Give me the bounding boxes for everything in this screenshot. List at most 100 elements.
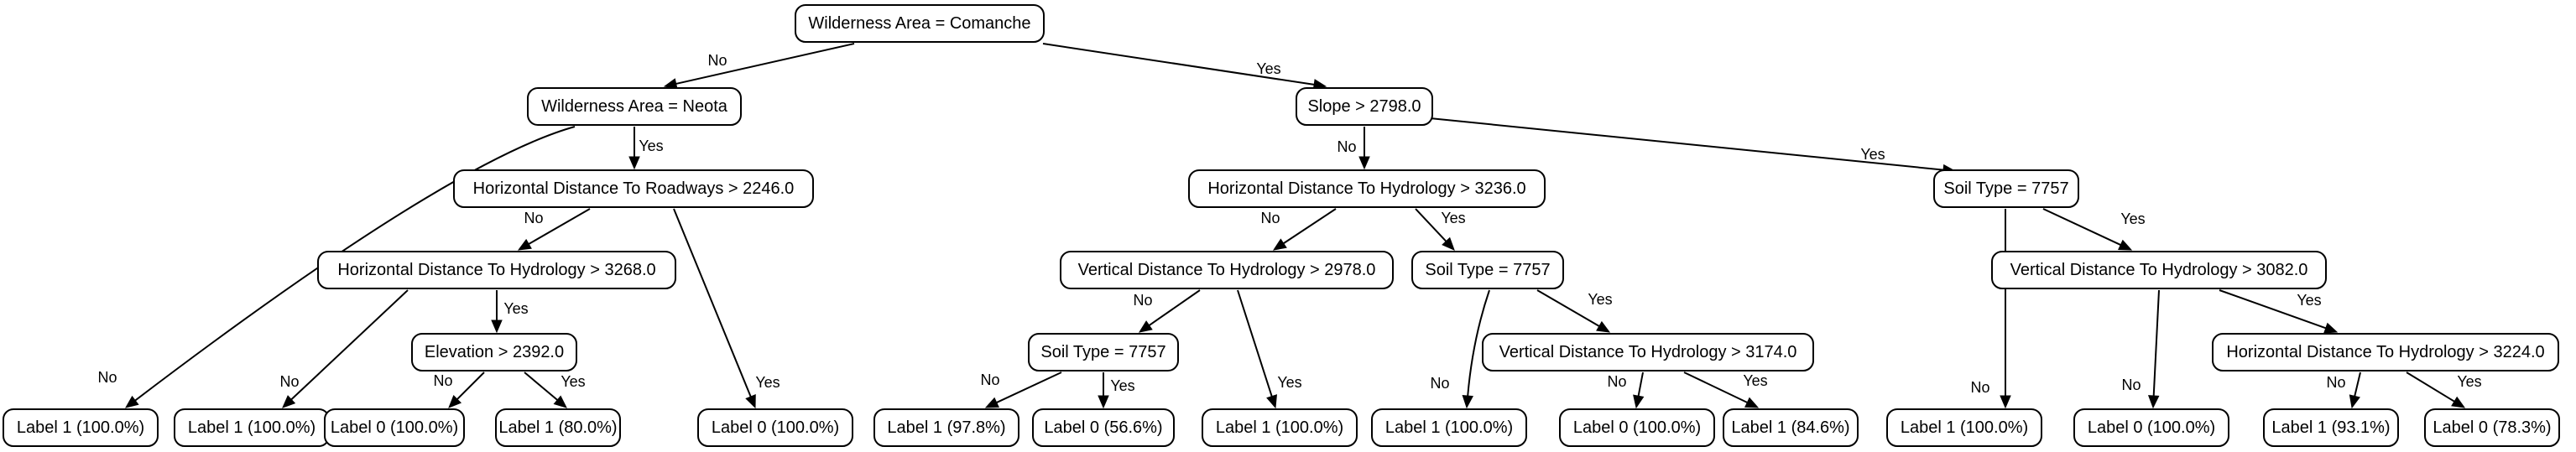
arrowhead-icon — [1266, 394, 1277, 409]
node-box — [1723, 408, 1859, 447]
node-box — [1933, 169, 2079, 208]
leaf-label: Label 1 (100.0%) — [1901, 418, 2028, 437]
leaf-label: Label 1 (100.0%) — [1216, 418, 1343, 437]
edge-label: No — [1607, 373, 1626, 390]
node-box — [2073, 408, 2229, 447]
arrowhead-icon — [2147, 395, 2160, 409]
node-box — [1060, 251, 1394, 289]
nodes-layer: Wilderness Area = Comanche Wilderness Are… — [3, 4, 2560, 447]
edge-line — [2406, 371, 2455, 403]
edge-line — [1637, 371, 1644, 397]
edge-label: Yes — [503, 300, 528, 317]
edge-line — [673, 208, 752, 397]
edge-label: Yes — [639, 138, 663, 154]
arrowhead-icon — [1138, 320, 1153, 333]
node-box — [453, 169, 814, 208]
tree-edge: Yes — [524, 371, 586, 408]
node-box — [1202, 408, 1358, 447]
edge-label: Yes — [561, 373, 585, 390]
edge-label: No — [279, 373, 299, 390]
edge-label: Yes — [1588, 291, 1612, 308]
arrowhead-icon — [2349, 394, 2360, 409]
tree-edge: No — [1133, 289, 1201, 333]
arrowhead-icon — [1442, 236, 1455, 251]
tree-edge: No — [279, 289, 409, 408]
condition-label: Horizontal Distance To Hydrology > 3268.… — [337, 261, 655, 279]
leaf-node: Label 0 (78.3%) — [2424, 408, 2560, 447]
arrowhead-icon — [2118, 239, 2133, 251]
edge-label: No — [1337, 138, 1356, 155]
leaf-node: Label 0 (100.0%) — [324, 408, 465, 447]
arrowhead-icon — [1596, 320, 1611, 333]
arrowhead-icon — [1098, 395, 1109, 409]
tree-edge: Yes — [1683, 371, 1768, 408]
decision-node: Soil Type = 7757 — [1411, 251, 1564, 289]
node-box — [1032, 408, 1175, 447]
leaf-label: Label 1 (97.8%) — [887, 418, 1005, 437]
arrowhead-icon — [2000, 395, 2011, 409]
node-box — [324, 408, 465, 447]
edge-label: No — [2326, 374, 2345, 391]
node-box — [411, 333, 577, 371]
condition-label: Elevation > 2392.0 — [425, 343, 564, 361]
tree-edge: Yes — [2042, 208, 2146, 251]
leaf-label: Label 0 (100.0%) — [712, 418, 839, 437]
condition-label: Vertical Distance To Hydrology > 3174.0 — [1499, 343, 1797, 361]
tree-edge: Yes — [1098, 372, 1135, 409]
tree-edge: No — [2326, 371, 2361, 409]
arrowhead-icon — [491, 320, 503, 334]
edge-line — [2152, 289, 2160, 397]
edge-label: Yes — [1277, 374, 1301, 391]
condition-label: Wilderness Area = Neota — [541, 97, 728, 116]
tree-edge: No — [1337, 127, 1370, 170]
condition-label: Horizontal Distance To Hydrology > 3236.… — [1207, 179, 1525, 198]
edge-line — [996, 371, 1062, 403]
tree-edge: Yes — [2406, 371, 2482, 408]
arrowhead-icon — [448, 394, 462, 408]
node-box — [2263, 408, 2399, 447]
edge-label: No — [1260, 210, 1280, 226]
condition-label: Slope > 2798.0 — [1307, 97, 1421, 116]
arrowhead-icon — [1272, 238, 1287, 251]
edge-label: Yes — [1256, 60, 1280, 77]
condition-label: Soil Type = 7757 — [1425, 261, 1550, 279]
node-box — [527, 87, 742, 126]
node-box — [2212, 333, 2559, 371]
leaf-label: Label 1 (100.0%) — [17, 418, 144, 437]
arrowhead-icon — [282, 395, 296, 408]
tree-edge: Yes — [628, 127, 664, 170]
decision-node: Vertical Distance To Hydrology > 3082.0 — [1991, 251, 2327, 289]
tree-edge: Yes — [673, 208, 780, 409]
leaf-label: Label 1 (80.0%) — [498, 418, 617, 437]
arrowhead-icon — [2323, 322, 2339, 334]
tree-edge: Yes — [1237, 289, 1302, 409]
edge-label: No — [2121, 377, 2141, 393]
edge-label: Yes — [2457, 373, 2481, 390]
edge-label: Yes — [1860, 146, 1885, 163]
leaf-node: Label 1 (80.0%) — [495, 408, 621, 447]
edge-label: No — [97, 369, 117, 386]
edge-line — [675, 43, 855, 85]
tree-edge: Yes — [2219, 289, 2339, 334]
leaf-label: Label 0 (78.3%) — [2433, 418, 2551, 437]
arrowhead-icon — [2451, 396, 2466, 408]
arrowhead-icon — [1462, 394, 1473, 409]
node-box — [1188, 169, 1546, 208]
tree-edge: No — [1970, 209, 2011, 409]
node-box — [317, 251, 676, 289]
leaf-node: Label 1 (97.8%) — [873, 408, 1019, 447]
condition-label: Horizontal Distance To Hydrology > 3224.… — [2226, 343, 2544, 361]
tree-edge: No — [1430, 289, 1490, 409]
edge-line — [1042, 43, 1315, 86]
arrowhead-icon — [628, 156, 640, 170]
decision-node: Wilderness Area = Comanche — [795, 4, 1045, 43]
leaf-node: Label 0 (100.0%) — [1559, 408, 1715, 447]
decision-node: Vertical Distance To Hydrology > 2978.0 — [1060, 251, 1394, 289]
edge-label: No — [1970, 379, 1989, 396]
condition-label: Wilderness Area = Comanche — [808, 14, 1030, 33]
edge-label: No — [707, 52, 727, 69]
edge-line — [1283, 208, 1337, 245]
leaf-node: Label 0 (56.6%) — [1032, 408, 1175, 447]
decision-node: Horizontal Distance To Hydrology > 3236.… — [1188, 169, 1546, 208]
